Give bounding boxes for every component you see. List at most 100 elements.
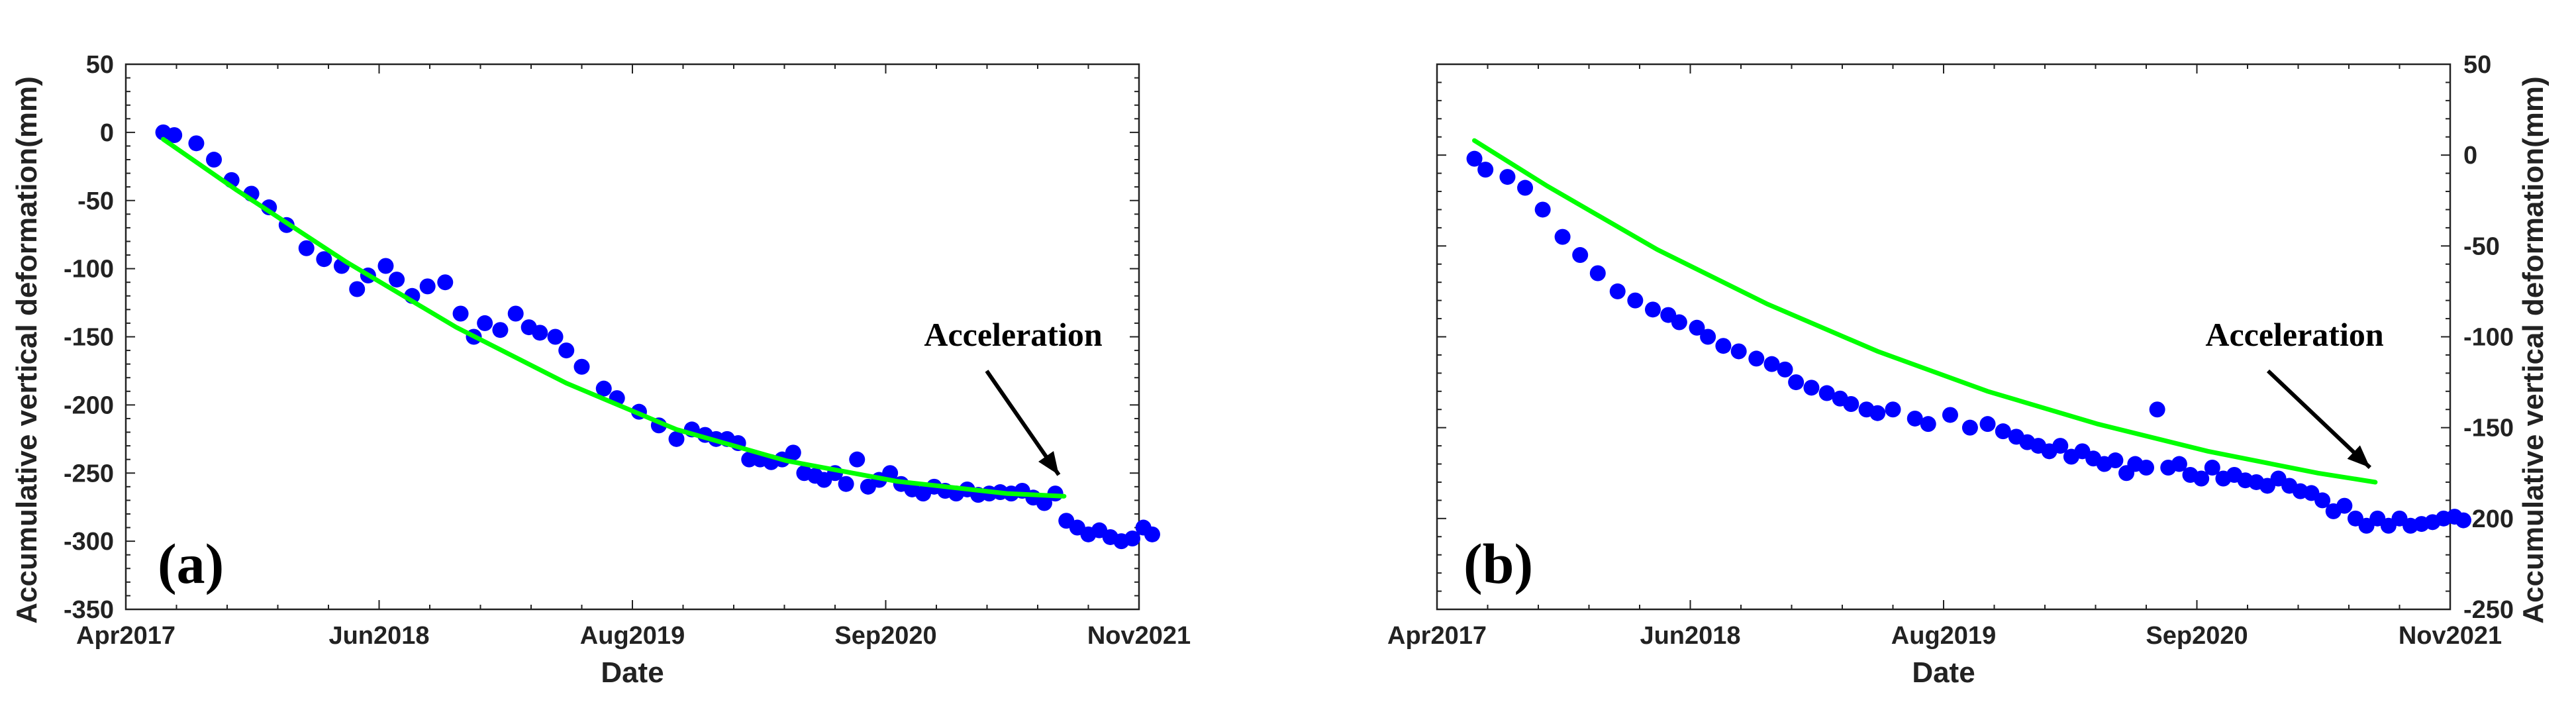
charta-data-point — [377, 258, 394, 274]
chartb-data-point — [1627, 292, 1644, 309]
chartb-x-tick-label: Apr2017 — [1387, 622, 1487, 650]
charta-data-point — [558, 342, 575, 359]
chartb-data-point — [2336, 497, 2353, 514]
chartb-y-tick-label: -50 — [2463, 232, 2500, 260]
charta-data-point — [419, 278, 436, 295]
chartb-data-point — [1689, 319, 1705, 336]
charta-x-tick-label: Nov2021 — [1087, 622, 1191, 650]
chartb-data-point — [1477, 162, 1494, 178]
charta-y-tick-label: -50 — [77, 187, 114, 215]
chartb-x-tick-label: Sep2020 — [2146, 622, 2248, 650]
chartb-data-point — [1730, 343, 1747, 360]
charta-data-point — [595, 380, 612, 397]
chartb-data-point — [2193, 470, 2210, 487]
chartb-data-point — [2314, 492, 2331, 509]
chartb-x-tick-label: Jun2018 — [1640, 622, 1740, 650]
chartb-annotation-text: Acceleration — [2205, 316, 2384, 353]
chartb-x-tick-label: Nov2021 — [2399, 622, 2502, 650]
panel-a: Apr2017 Jun2018 Aug2019 Sep2020 Nov2021 50 0 -5… — [11, 51, 1191, 689]
chartb-panel-label: (b) — [1463, 532, 1533, 595]
chartb-data-point — [1700, 329, 1716, 345]
charta-y-tick-label: -300 — [64, 528, 114, 556]
charta-annotation-arrowhead — [1038, 451, 1059, 475]
panel-b: Apr2017 Jun2018 Aug2019 Sep2020 Nov2021 50 0 -5… — [1387, 51, 2550, 689]
charta-data-point — [785, 444, 801, 461]
charta-x-axis-title: Date — [601, 656, 664, 689]
chartb-fit-line — [1472, 138, 2378, 485]
chartb-y-tick-label: -150 — [2463, 415, 2514, 442]
chartb-y-tick-label: -250 — [2463, 596, 2514, 624]
chartb-data-point — [1715, 338, 1732, 354]
charta-data-point — [188, 135, 205, 152]
charta-y-tick-label: -350 — [64, 596, 114, 624]
chartb-data-point — [1788, 374, 1805, 391]
chartb-data-point — [1961, 419, 1978, 436]
charta-data-point — [492, 322, 509, 338]
chartb-annotation-arrow — [2266, 369, 2371, 470]
charta-data-point — [349, 281, 366, 297]
charta-data-point — [166, 127, 183, 143]
charta-x-tick-label: Jun2018 — [328, 622, 429, 650]
charta-data-point — [206, 152, 223, 168]
chartb-data-point — [1671, 314, 1687, 331]
chartb-y-tick-label: -100 — [2463, 324, 2514, 352]
charta-data-point — [507, 305, 524, 322]
charta-data-point — [573, 358, 590, 375]
charta-data-point — [437, 274, 454, 291]
charta-x-tick-label: Aug2019 — [580, 622, 685, 650]
chartb-data-point — [2171, 456, 2187, 472]
chartb-data-point — [1803, 380, 1820, 396]
chartb-data-point — [1907, 410, 1923, 427]
charta-x-tick-label: Apr2017 — [76, 622, 175, 650]
charta-data-point — [532, 325, 548, 341]
chartb-data-point — [1869, 405, 1886, 421]
chartb-data-point — [1589, 265, 1606, 281]
charta-panel-label: (a) — [158, 532, 224, 595]
chartb-data-point — [1644, 301, 1661, 318]
chartb-y-axis-title: Accumulative vertical deformation(mm) — [2517, 76, 2550, 623]
charta-data-point — [452, 305, 469, 322]
charta-fit-line — [161, 136, 1067, 499]
charta-data-point — [1124, 531, 1141, 547]
chartb-data-point — [2149, 401, 2165, 418]
chartb-data-point — [1942, 407, 1958, 423]
chartb-data-point — [1979, 416, 1996, 433]
chartb-data-point — [1499, 169, 1516, 185]
chartb-x-tick-label: Aug2019 — [1891, 622, 1996, 650]
charta-x-tick-label: Sep2020 — [834, 622, 936, 650]
charta-data-point — [477, 315, 493, 331]
charta-data-point — [741, 451, 758, 468]
charta-data-point — [316, 251, 332, 268]
chartb-data-point — [1818, 385, 1835, 401]
chartb-data-point — [1843, 396, 1859, 413]
charta-data-point — [1036, 495, 1052, 511]
chartb-data-point — [1572, 247, 1589, 264]
chartb-data-point — [2052, 438, 2069, 454]
chartb-data-point — [2204, 460, 2220, 476]
charta-y-tick-label: -150 — [64, 324, 114, 352]
chartb-data-point — [1748, 350, 1765, 367]
chartb-data-point — [1920, 416, 1936, 433]
charta-data-point — [389, 272, 405, 288]
charta-data-point — [298, 240, 315, 256]
charta-y-tick-label: -250 — [64, 460, 114, 487]
charta-data-point — [668, 431, 685, 447]
charta-data-point — [849, 451, 866, 468]
charta-y-tick-label: 50 — [86, 51, 114, 79]
chartb-data-point — [1466, 150, 1483, 167]
charta-data-point — [838, 476, 854, 492]
chartb-y-tick-label: 50 — [2463, 51, 2491, 79]
charta-annotation-text: Acceleration — [924, 316, 1103, 353]
chartb-data-point — [2107, 452, 2124, 469]
chartb-data-point — [1534, 201, 1551, 218]
chartb-data-point — [1763, 356, 1780, 372]
chartb-data-point — [1517, 179, 1534, 196]
charta-y-tick-label: 0 — [100, 119, 114, 147]
charta-y-tick-label: -200 — [64, 391, 114, 419]
charta-y-axis-title: Accumulative vertical deformation(mm) — [11, 76, 43, 623]
charta-y-tick-label: -100 — [64, 256, 114, 283]
chartb-data-point — [1885, 401, 1901, 418]
chartb-data-point — [1995, 423, 2011, 440]
charta-data-point — [547, 329, 564, 345]
